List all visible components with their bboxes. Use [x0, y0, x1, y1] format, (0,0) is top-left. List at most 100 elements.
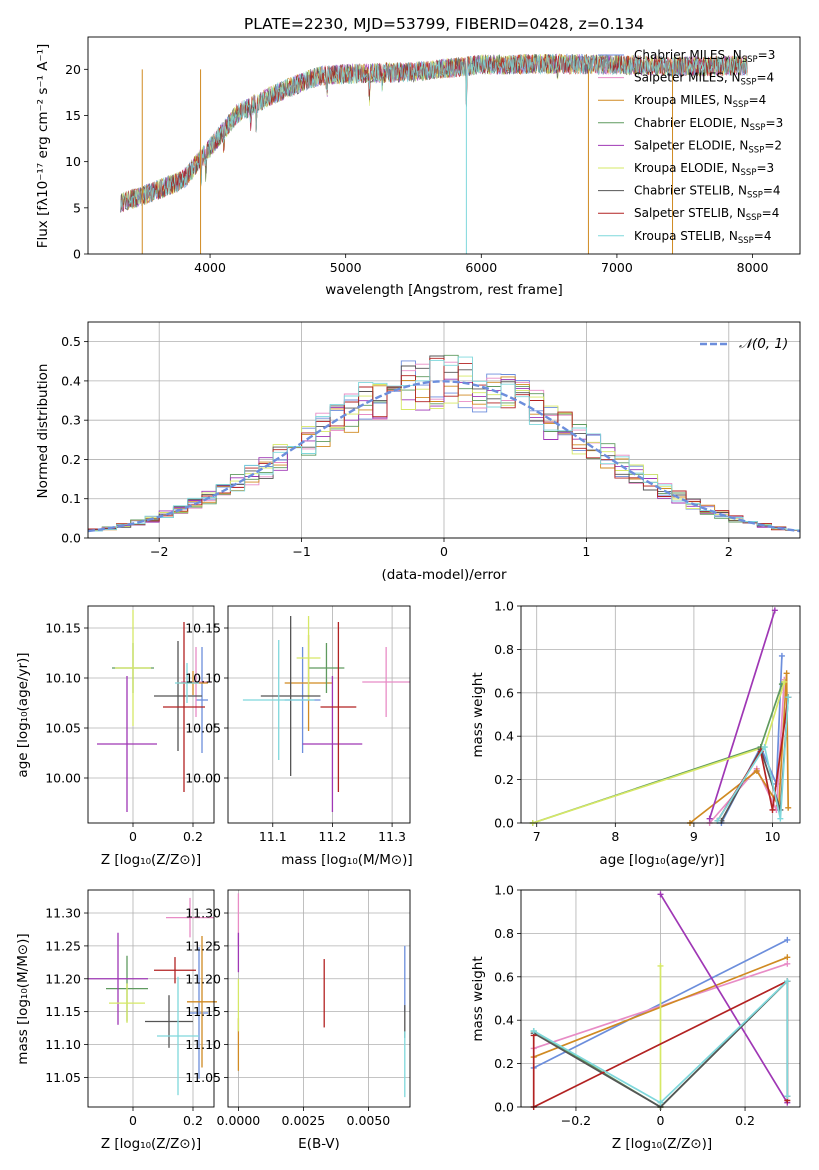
x-tick-label: 11.2 [319, 829, 347, 844]
legend-tail: =4 [749, 93, 767, 107]
weight-marker [706, 815, 713, 822]
weight_vs_age-lines [529, 607, 792, 826]
weight-series-9 [533, 979, 789, 1104]
x-tick-label: 10 [765, 829, 781, 844]
weight-marker [781, 678, 788, 685]
mass_vs_Z-points [88, 897, 217, 1096]
weight_vs_Z-lines [530, 891, 791, 1110]
x-tick-label: 0.2 [183, 1113, 203, 1128]
weight_vs_Z-axes: −0.2 0 0.2 0.0 0.2 0.4 0.6 0.8 1.0 [494, 883, 800, 1128]
age_vs_Z-axes: 0 0.2 10.00 10.05 10.10 10.15 [45, 606, 214, 844]
axes-frame [87, 605, 215, 824]
y-tick-label: 0.6 [494, 969, 514, 984]
residual-histogram-9 [88, 356, 800, 534]
x-tick-label: 11.3 [378, 829, 406, 844]
legend-sub: SSP [748, 145, 764, 155]
y-tick-label: 10.15 [45, 621, 81, 636]
weight-marker [785, 804, 792, 811]
weight-series-5 [659, 893, 789, 1104]
mass-ebv-xlabel: E(B-V) [298, 1136, 340, 1152]
y-tick-label: 10 [65, 154, 81, 169]
y-tick-label: 10.00 [45, 771, 81, 786]
age-z-xlabel: Z [log₁₀(Z/Z⊙)] [101, 852, 201, 868]
y-tick-label: 11.30 [45, 906, 81, 921]
spectrum-xlabel: wavelength [Angstrom, rest frame] [325, 282, 563, 298]
y-tick-label: 0.0 [494, 1100, 514, 1115]
spectrum-series-9 [120, 53, 748, 213]
legend-sub: SSP [733, 100, 749, 110]
weight-series-5 [708, 610, 776, 819]
x-tick-label: 0 [657, 1113, 665, 1128]
gaussian-curve [88, 380, 800, 533]
weight-series-9 [716, 697, 790, 822]
legend-sub: SSP [738, 236, 754, 246]
y-tick-label: 0.3 [61, 413, 81, 428]
weight-marker [784, 978, 791, 985]
mass_vs_Z-axes: 0 0.2 11.05 11.10 11.15 11.20 11.25 11.30 [45, 890, 214, 1128]
weight-marker [530, 1028, 537, 1035]
y-tick-label: 0.6 [494, 685, 514, 700]
weight-marker [783, 670, 790, 677]
x-tick-label: 11.1 [259, 829, 287, 844]
y-tick-label: 10.05 [45, 721, 81, 736]
y-tick-label: 10.15 [185, 621, 221, 636]
x-tick-label: 7000 [601, 260, 633, 275]
spectrum-ylabel: Flux [fλ10⁻¹⁷ erg cm⁻² s⁻¹ A⁻¹] [35, 44, 51, 249]
y-tick-label: 11.20 [45, 971, 81, 986]
legend-label: Kroupa ELODIE, NSSP=3 [634, 161, 774, 178]
x-tick-label: 1 [582, 544, 590, 559]
age-mass-xlabel: mass [log₁₀(M/M⊙)] [281, 852, 412, 868]
y-tick-label: 10.10 [45, 671, 81, 686]
y-tick-label: 1.0 [494, 883, 514, 898]
weight-z-ylabel: mass weight [470, 956, 486, 1041]
weight_vs_age-axes: 7 8 9 10 0.0 0.2 0.4 0.6 0.8 1.0 [494, 599, 800, 844]
y-tick-label: 11.05 [185, 1070, 221, 1085]
y-tick-label: 11.30 [185, 906, 221, 921]
age_vs_Z-points [97, 610, 211, 812]
legend-sub: SSP [742, 55, 758, 65]
weight-marker [784, 960, 791, 967]
x-tick-label: 0.0025 [282, 1113, 326, 1128]
weight-marker [761, 744, 768, 751]
y-tick-label: 1.0 [494, 599, 514, 614]
mass_vs_ebv-points [237, 893, 406, 1098]
x-tick-label: 6000 [465, 260, 497, 275]
y-tick-label: 0.8 [494, 926, 514, 941]
weight-marker [784, 954, 791, 961]
weight-marker [753, 767, 760, 774]
axes-frame [520, 605, 801, 824]
y-tick-label: 15 [65, 108, 81, 123]
y-tick-label: 0.2 [494, 1056, 514, 1071]
spectrum-axes: 4000 5000 6000 7000 8000 0 5 10 15 20 [65, 62, 768, 275]
y-tick-label: 11.05 [45, 1070, 81, 1085]
residuals-axes: −2 −1 0 1 2 0.0 0.1 0.2 0.3 0.4 0.5 [61, 322, 800, 559]
x-tick-label: 0 [129, 1113, 137, 1128]
legend-sub: SSP [746, 213, 762, 223]
y-tick-label: 11.20 [185, 971, 221, 986]
legend-label: Kroupa MILES, NSSP=4 [634, 93, 766, 110]
legend-sub: SSP [741, 78, 757, 88]
y-tick-label: 0.5 [61, 334, 81, 349]
legend-tail: =3 [758, 48, 776, 62]
y-tick-label: 11.25 [185, 938, 221, 953]
legend-label: Salpeter STELIB, NSSP=4 [634, 206, 779, 223]
legend-label: Chabrier MILES, NSSP=3 [634, 48, 775, 65]
x-tick-label: 0.2 [183, 829, 203, 844]
residuals-ylabel: Normed distribution [35, 364, 51, 499]
legend-label: Salpeter MILES, NSSP=4 [634, 71, 774, 88]
y-tick-label: 0 [73, 247, 81, 262]
x-tick-label: 7 [533, 829, 541, 844]
x-tick-label: 0 [440, 544, 448, 559]
y-tick-label: 0.0 [61, 531, 81, 546]
legend-tail: =4 [754, 229, 772, 243]
spectrum-title: PLATE=2230, MJD=53799, FIBERID=0428, z=0… [244, 15, 644, 33]
x-tick-label: 8000 [737, 260, 769, 275]
y-tick-label: 10.00 [185, 771, 221, 786]
spectrum-legend: Chabrier MILES, NSSP=3 Salpeter MILES, NS… [598, 48, 783, 246]
residuals-xlabel: (data-model)/error [381, 567, 507, 583]
weight-marker [657, 1099, 664, 1106]
legend-label: Salpeter ELODIE, NSSP=2 [634, 138, 782, 155]
y-tick-label: 10.05 [185, 721, 221, 736]
legend-tail: =4 [756, 71, 774, 85]
y-tick-label: 11.10 [45, 1037, 81, 1052]
